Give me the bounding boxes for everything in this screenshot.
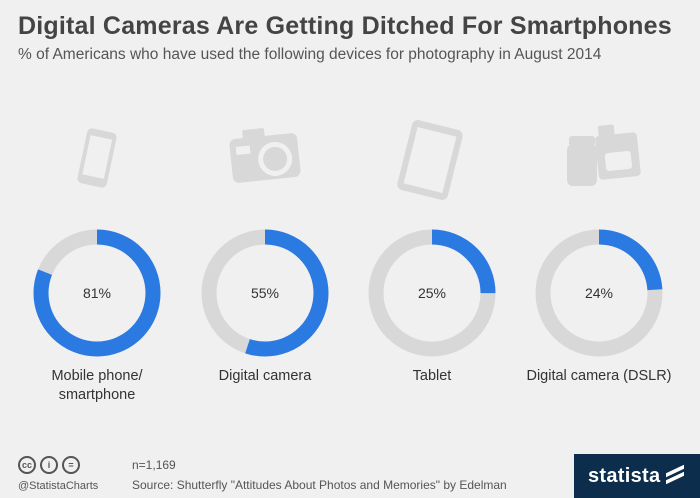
data-label: 24%	[585, 285, 613, 301]
data-label: 81%	[83, 285, 111, 301]
sample-size: n=1,169	[132, 458, 176, 472]
license-icons: cc i =	[18, 456, 80, 474]
statista-mark-icon	[666, 464, 685, 485]
category-label: Digital camera	[219, 368, 313, 384]
footer: cc i = @StatistaCharts n=1,169 Source: S…	[0, 440, 700, 498]
chart-title: Digital Cameras Are Getting Ditched For …	[18, 12, 672, 40]
donut-slice	[368, 229, 496, 357]
category-label: smartphone	[59, 387, 136, 403]
donut-chart: 81% Mobile phone/smartphone 55% Digital ca…	[33, 120, 672, 403]
dslr-camera-icon	[567, 124, 641, 186]
donut-slice	[33, 229, 161, 357]
data-label: 25%	[418, 285, 446, 301]
category-label: Digital camera (DSLR)	[526, 368, 671, 384]
data-label: 55%	[251, 285, 279, 301]
donut-slice	[201, 229, 329, 357]
donut-slice	[535, 229, 663, 357]
smartphone-icon	[77, 128, 117, 188]
creative-commons-icon: cc	[18, 456, 36, 474]
brand-name: statista	[588, 464, 661, 487]
camera-icon	[229, 128, 301, 183]
category-label: Tablet	[413, 368, 452, 384]
tablet-icon	[397, 120, 463, 200]
category-label: Mobile phone/	[51, 368, 143, 384]
attribution-icon: i	[40, 456, 58, 474]
twitter-handle: @StatistaCharts	[18, 480, 99, 492]
chart-subtitle: % of Americans who have used the followi…	[18, 46, 602, 63]
source-note: Source: Shutterfly "Attitudes About Phot…	[132, 478, 507, 492]
no-derivatives-icon: =	[62, 456, 80, 474]
statista-logo[interactable]: statista	[574, 454, 700, 498]
